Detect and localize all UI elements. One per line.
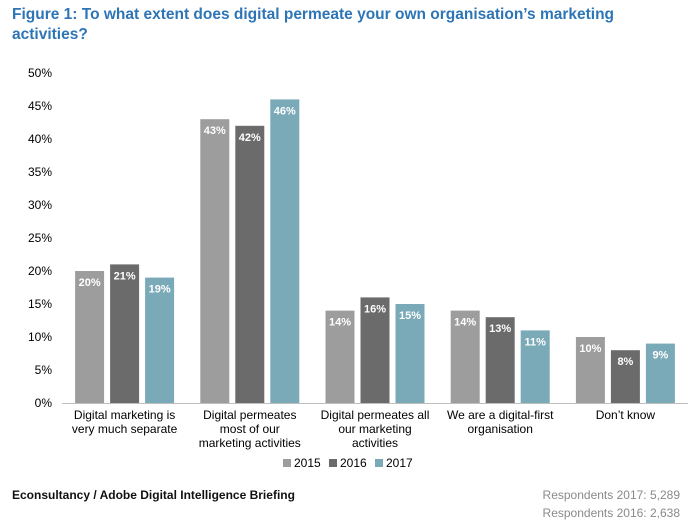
category-label: Digital marketing is: [74, 408, 175, 422]
respondents-2017: Respondents 2017: 5,289: [542, 488, 680, 502]
y-tick-label: 5%: [35, 363, 53, 377]
category-label: activities: [352, 436, 398, 450]
y-tick-label: 35%: [28, 165, 52, 179]
chart-title: Figure 1: To what extent does digital pe…: [12, 6, 615, 43]
category-label: Don’t know: [596, 408, 656, 422]
data-label: 15%: [399, 310, 421, 322]
y-tick-label: 0%: [35, 396, 53, 410]
legend-swatch-2015: [283, 459, 291, 467]
data-label: 9%: [652, 350, 668, 362]
data-label: 20%: [79, 277, 101, 289]
category-label: very much separate: [72, 422, 178, 436]
data-label: 14%: [454, 317, 476, 329]
data-label: 19%: [149, 284, 171, 296]
y-tick-label: 20%: [28, 264, 52, 278]
bar-2016: [610, 350, 640, 403]
category-label: most of our: [220, 422, 280, 436]
legend-label-2016: 2016: [340, 456, 367, 470]
bar-2015: [450, 310, 480, 403]
data-label: 8%: [617, 356, 633, 368]
data-label: 16%: [364, 303, 386, 315]
y-tick-label: 25%: [28, 231, 52, 245]
data-label: 46%: [274, 105, 296, 117]
category-label: marketing activities: [199, 436, 301, 450]
category-label: our marketing: [338, 422, 411, 436]
bar-2015: [325, 310, 355, 403]
y-tick-label: 10%: [28, 330, 52, 344]
category-label: We are a digital-first: [447, 408, 554, 422]
bar-2015: [200, 119, 230, 403]
bar-2016: [235, 125, 265, 404]
category-label: Digital permeates all: [321, 408, 430, 422]
bar-2016: [110, 264, 140, 403]
bar-2015: [575, 337, 605, 403]
data-label: 13%: [489, 323, 511, 335]
y-tick-label: 15%: [28, 297, 52, 311]
respondents-2016: Respondents 2016: 2,638: [542, 506, 680, 520]
category-label: Digital permeates: [203, 408, 296, 422]
bar-2017: [520, 330, 550, 403]
source-note: Econsultancy / Adobe Digital Intelligenc…: [12, 488, 295, 502]
bar-2017: [395, 304, 425, 403]
legend-label-2015: 2015: [294, 456, 321, 470]
bar-2016: [360, 297, 390, 403]
legend-swatch-2016: [329, 459, 337, 467]
data-label: 11%: [524, 336, 546, 348]
data-label: 42%: [239, 132, 261, 144]
bar-2016: [485, 317, 515, 403]
bar-2017: [270, 99, 300, 404]
y-tick-label: 45%: [28, 99, 52, 113]
data-label: 14%: [329, 317, 351, 329]
legend-label-2017: 2017: [386, 456, 413, 470]
bar-2017: [645, 343, 675, 403]
y-tick-label: 50%: [28, 66, 52, 80]
category-label: organisation: [468, 422, 533, 436]
legend-swatch-2017: [375, 459, 383, 467]
data-label: 10%: [579, 343, 601, 355]
data-label: 21%: [114, 270, 136, 282]
bar-chart: 0% 5% 10% 15% 20% 25% 30% 35% 40% 45% 50% 20% 21% 19%…: [28, 66, 688, 470]
y-tick-label: 40%: [28, 132, 52, 146]
y-tick-label: 30%: [28, 198, 52, 212]
bar-2015: [75, 271, 105, 403]
bar-2017: [145, 277, 175, 403]
data-label: 43%: [204, 125, 226, 137]
